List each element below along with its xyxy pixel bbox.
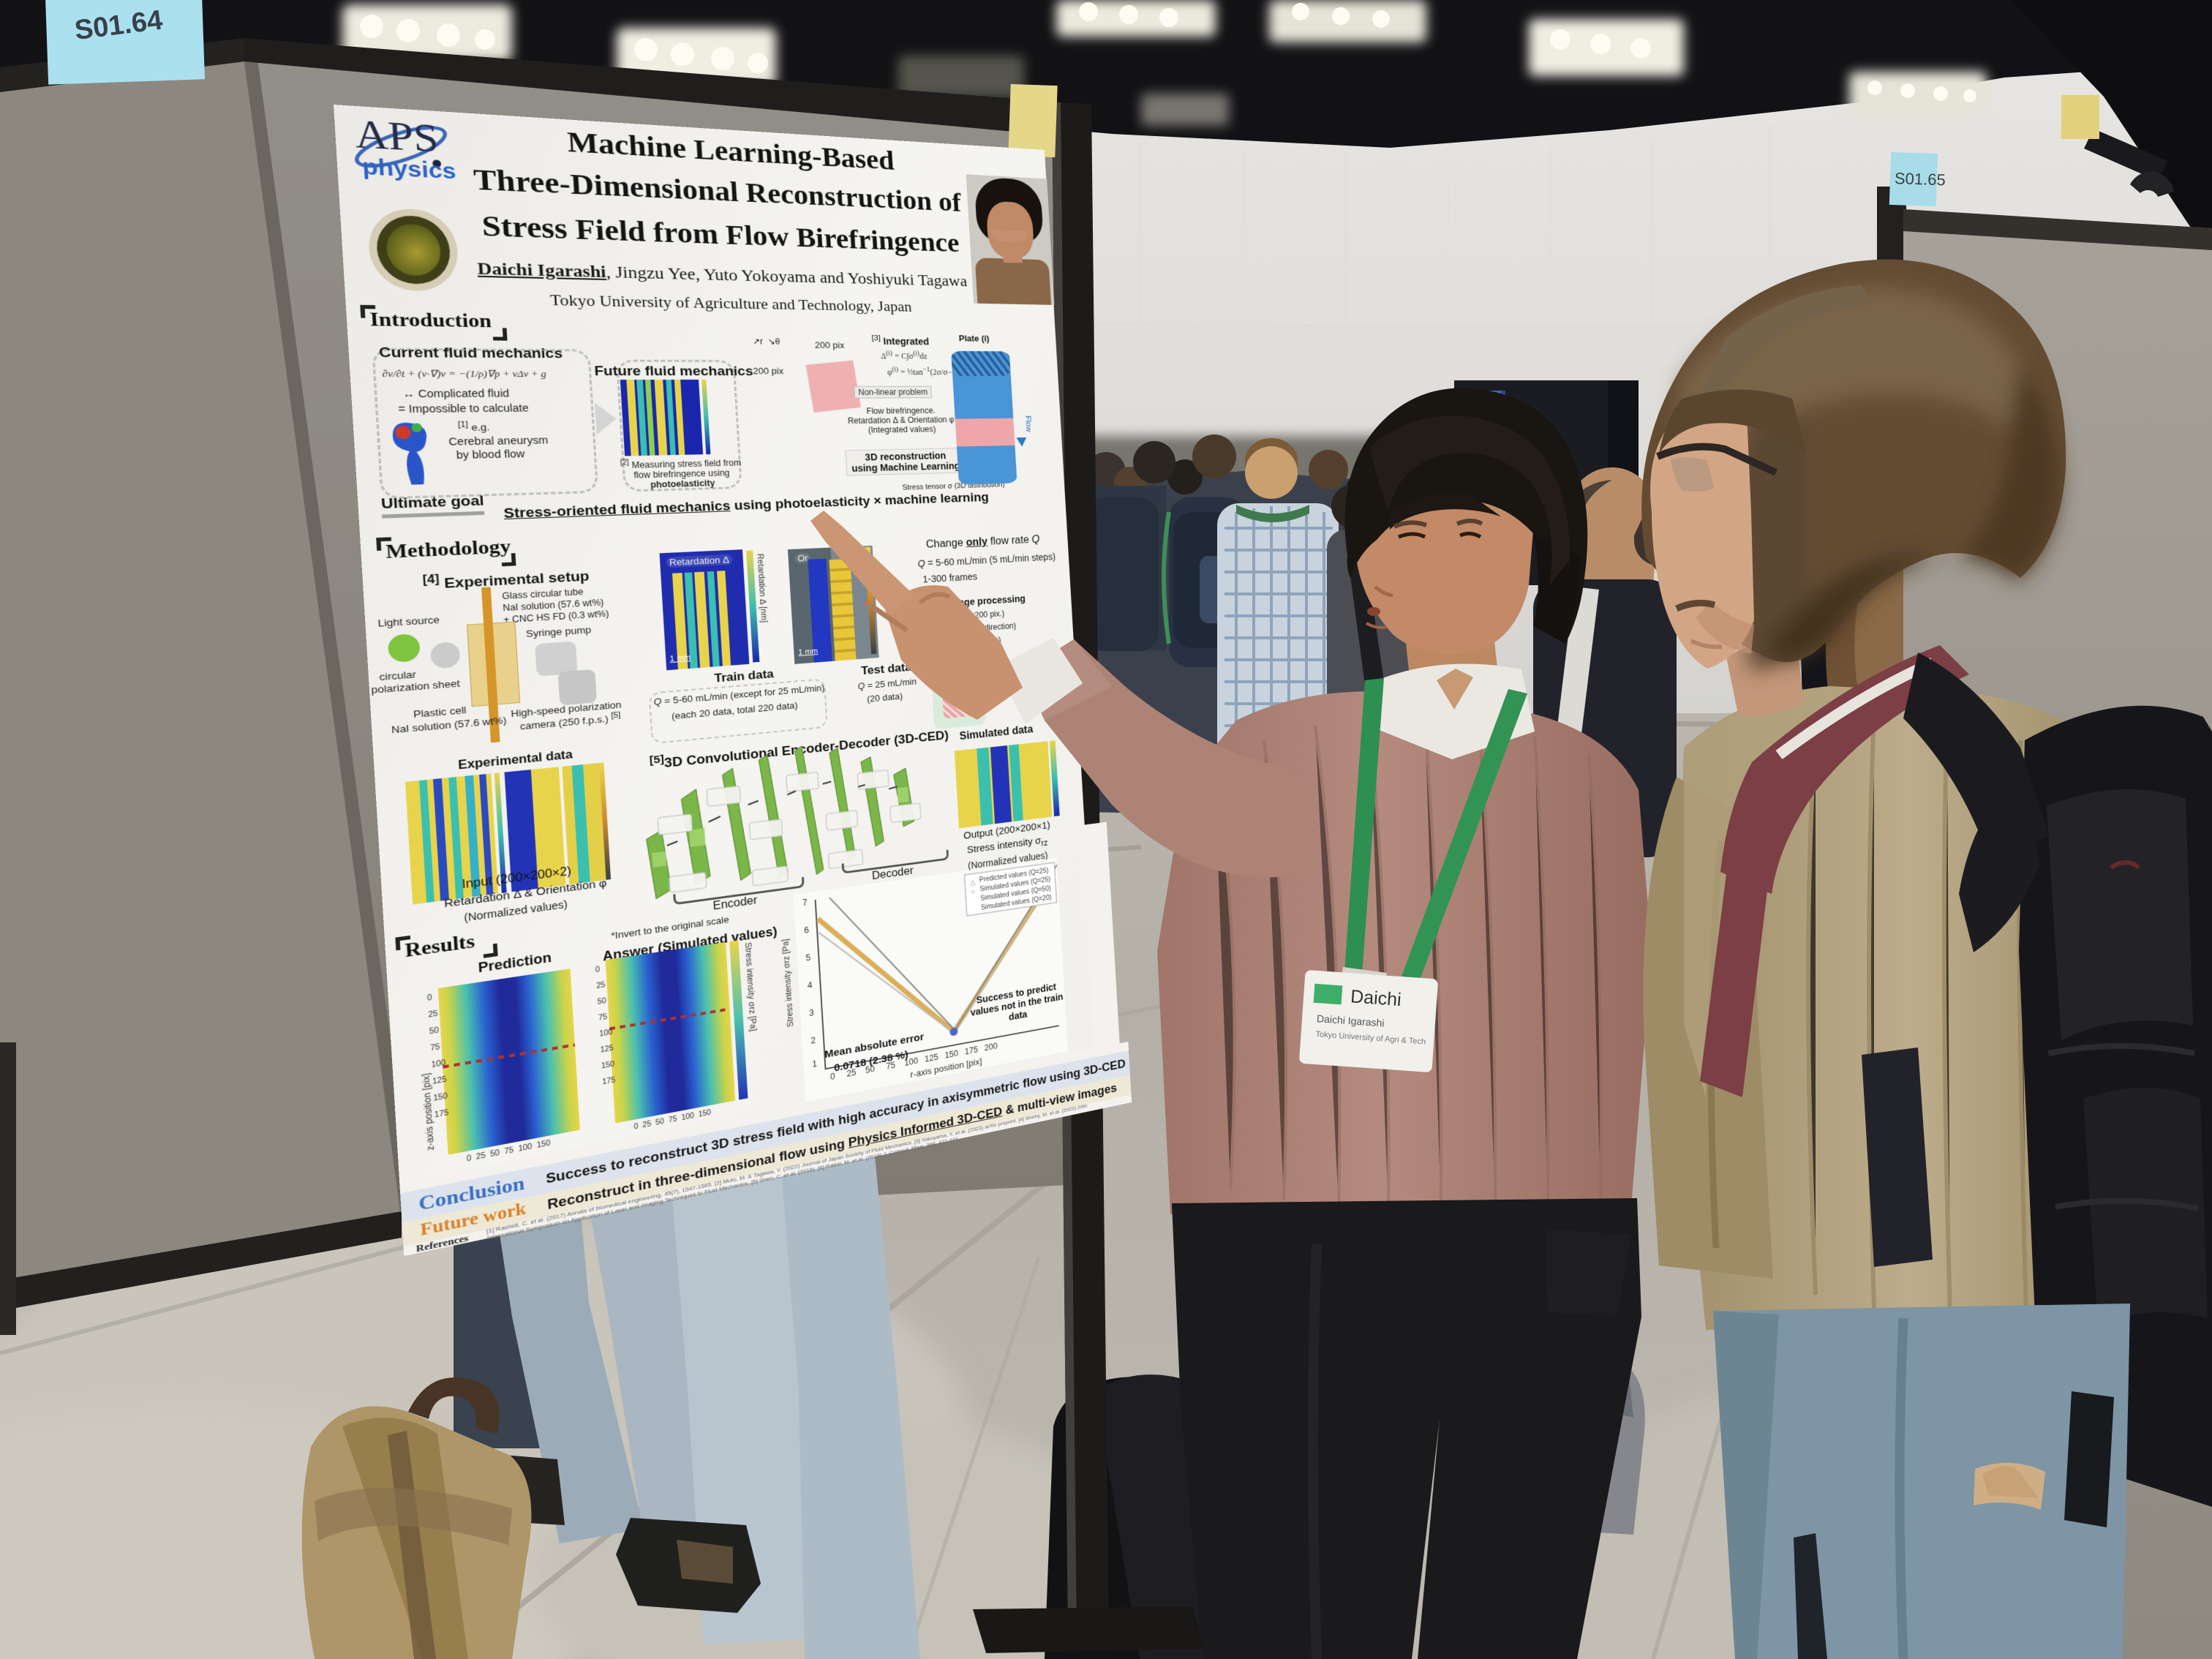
svg-text:○: ○ bbox=[971, 887, 975, 895]
svg-text:Daichi: Daichi bbox=[1350, 986, 1402, 1010]
svg-text:7: 7 bbox=[802, 898, 808, 908]
svg-text:4: 4 bbox=[808, 981, 813, 991]
svg-text:5: 5 bbox=[805, 953, 810, 963]
svg-text:S01.65: S01.65 bbox=[1895, 169, 1946, 189]
svg-text:△: △ bbox=[970, 878, 976, 887]
svg-text:2: 2 bbox=[810, 1036, 816, 1046]
svg-text:3: 3 bbox=[809, 1009, 814, 1019]
svg-text:1: 1 bbox=[812, 1059, 817, 1069]
svg-text:6: 6 bbox=[804, 925, 809, 936]
svg-text:Daichi Igarashi: Daichi Igarashi bbox=[1317, 1012, 1385, 1028]
